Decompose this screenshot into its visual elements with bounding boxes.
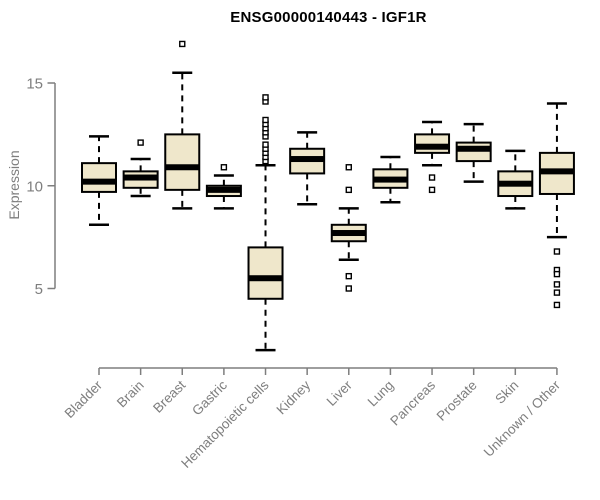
outlier-point <box>553 301 561 309</box>
iqr-box <box>414 133 451 154</box>
boxplot-brain <box>122 139 159 198</box>
boxplot-hematopoietic-cells <box>247 94 284 352</box>
outlier-point <box>345 164 352 171</box>
outlier-point <box>553 248 561 255</box>
x-tick-label: Prostate <box>434 378 480 424</box>
outlier-point <box>428 174 436 181</box>
y-tick-label: 10 <box>26 178 43 195</box>
outlier-point <box>262 116 269 124</box>
boxplot-unknown-other <box>538 102 575 309</box>
x-tick-label: Bladder <box>62 377 106 421</box>
x-tick-label: Pancreas <box>387 377 438 428</box>
median-line <box>539 168 574 175</box>
outlier-point <box>262 141 269 148</box>
outlier-point <box>179 40 186 48</box>
boxplot-skin <box>497 149 534 210</box>
outlier-point <box>553 270 561 278</box>
boxplot-breast <box>164 40 201 210</box>
median-line <box>123 174 158 181</box>
boxplot-lung <box>372 155 409 204</box>
median-line <box>415 143 450 150</box>
boxes <box>81 40 575 352</box>
outlier-point <box>345 285 352 292</box>
x-tick-label: Liver <box>324 377 356 409</box>
boxplot-kidney <box>289 131 326 206</box>
x-tick-label: Unknown / Other <box>481 377 564 460</box>
median-line <box>331 230 366 237</box>
median-line <box>82 178 116 185</box>
boxplot-bladder <box>81 135 117 227</box>
boxplot-prostate <box>455 122 492 183</box>
y-tick-label: 15 <box>26 76 43 93</box>
outlier-point <box>553 289 561 296</box>
x-tick-label: Gastric <box>189 377 230 418</box>
boxplot-gastric <box>205 164 242 210</box>
x-tick-label: Lung <box>365 378 397 410</box>
outlier-point <box>262 94 269 101</box>
median-line <box>248 275 283 282</box>
x-tick-label: Skin <box>492 378 521 407</box>
iqr-box <box>455 141 492 163</box>
y-tick-label: 5 <box>35 281 43 298</box>
median-line <box>206 186 241 193</box>
outlier-point <box>345 186 352 194</box>
outlier-point <box>220 164 228 171</box>
median-line <box>456 145 491 152</box>
iqr-box <box>81 162 117 193</box>
x-tick-label: Kidney <box>273 377 313 417</box>
iqr-box <box>247 246 284 300</box>
median-line <box>290 156 325 163</box>
y-axis: 5 10 15 <box>26 76 56 298</box>
outlier-point <box>428 186 436 194</box>
outlier-point <box>345 272 352 280</box>
boxplot-liver <box>330 164 367 292</box>
boxplot-pancreas <box>414 120 451 194</box>
chart-title: ENSG00000140443 - IGF1R <box>230 9 427 26</box>
outlier-point <box>553 281 561 288</box>
median-line <box>498 180 533 187</box>
median-line <box>165 164 200 171</box>
iqr-box <box>164 133 201 191</box>
x-tick-label: Breast <box>150 377 188 415</box>
median-line <box>373 176 408 183</box>
outlier-point <box>137 139 144 146</box>
x-tick-label: Brain <box>114 378 147 411</box>
